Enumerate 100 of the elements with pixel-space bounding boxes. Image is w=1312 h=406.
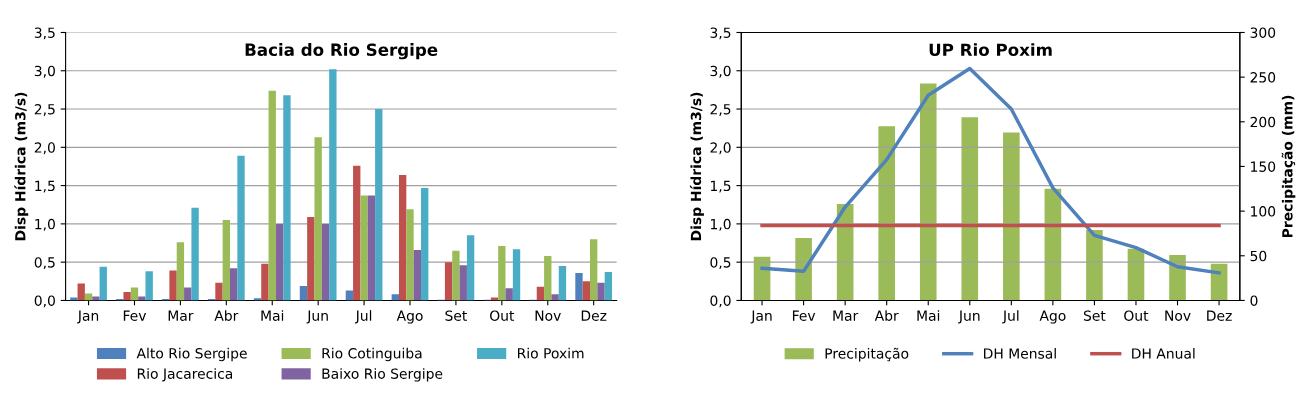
bar [459,265,467,301]
y2-tick-label: 100 [1251,206,1276,217]
bar [360,195,368,301]
text: UP Rio Poxim [929,43,1052,57]
x-tick-label: Set [445,310,467,321]
bar [961,117,979,301]
bar [268,90,276,301]
bar [222,220,230,301]
x-tick-label: Dez [1207,310,1232,321]
bar [444,262,453,301]
bar [229,268,238,301]
bar [99,266,107,301]
bar [505,288,513,301]
x-tick-label: Set [1083,310,1106,321]
x-tick-label: Jun [306,310,328,324]
bar [261,263,269,301]
bar [466,235,475,301]
y2-tick-label: 50 [1250,250,1267,262]
text: Bacia do Rio Sergipe [245,43,438,60]
bar [597,282,605,301]
legend-label: Rio Cotinguiba [322,347,422,362]
y2-tick-label: 300 [1250,27,1276,38]
y-tick-label: 3,0 [710,65,731,78]
y-tick-label: 3,5 [710,27,731,40]
bar [1003,132,1020,301]
y2-axis-title: Precipitação (mm) [1281,95,1296,238]
bar [544,256,552,301]
x-tick-label: Fev [123,310,147,321]
y-tick-label: 3,0 [34,65,55,78]
bar [275,223,284,301]
x-tick-label: Mar [833,310,859,321]
x-tick-label: Mai [917,310,940,321]
y-axis-title: Disp Hídrica (m3/s) [14,92,29,241]
x-tick-label: Abr [874,310,899,321]
bar [575,272,583,301]
bar [70,297,78,301]
x-tick-label: Out [1124,310,1149,321]
y2-tick-label: 250 [1250,72,1276,83]
y-tick-label: 0,0 [710,295,731,308]
line-series [760,66,1221,275]
x-tick-label: Mar [168,310,194,321]
bar [406,209,414,301]
x-tick-label: Mai [261,310,284,321]
bar [314,137,322,301]
legend-label: Rio Jacarecica [137,368,233,382]
y-tick-label: 0,5 [34,257,55,270]
y-tick-label: 2,5 [34,104,55,116]
bar [215,282,223,301]
x-tick-label: Fev [792,310,816,321]
bar [123,292,131,301]
y2-tick-label: 150 [1251,161,1276,172]
x-tick-label: Nov [535,310,561,321]
bar [321,223,330,301]
x-tick-label: Ago [1039,310,1066,324]
bar [1086,229,1103,301]
x-tick-label: Dez [581,310,607,321]
y-tick-label: 3,5 [34,27,55,40]
bar [77,283,85,301]
bar [421,187,429,301]
bar [582,281,591,301]
bar [345,290,354,301]
x-tick-label: Abr [214,310,239,321]
bar [551,294,559,301]
bar [237,155,245,301]
y2-tick-label: 200 [1250,116,1276,128]
bar [604,272,613,301]
bar [498,246,506,301]
x-tick-label: Out [490,310,515,321]
bar [391,294,399,301]
y-tick-label: 2,0 [34,142,55,155]
legend-label: DH Mensal [984,348,1056,359]
bar [307,216,315,301]
bar [191,207,199,301]
bar [145,271,153,301]
bar [795,237,812,301]
y2-tick-label: 0 [1250,295,1258,306]
bar [184,287,192,301]
bar [490,297,499,301]
bar [558,265,567,301]
bar [176,242,185,301]
x-tick-label: Jul [1002,310,1019,324]
bar [329,69,337,301]
bar [512,249,521,301]
y-tick-label: 1,0 [711,218,731,231]
bar [413,249,422,301]
y-tick-label: 1,5 [711,180,731,193]
bar [130,287,139,301]
x-tick-label: Jun [958,310,980,324]
y-tick-label: 0,0 [34,295,55,308]
bar [1169,254,1186,301]
x-tick-label: Jan [77,310,99,324]
y-tick-label: 1,0 [35,218,55,231]
legend-label: Alto Rio Sergipe [136,347,247,362]
bar [367,195,376,301]
bar [1127,248,1145,301]
y-axis-title: Disp Hídrica (m3/s) [689,92,704,241]
bar [398,174,407,301]
legend-label: Precipitação [825,347,909,362]
x-tick-label: Jan [750,310,772,324]
bar [299,285,308,301]
